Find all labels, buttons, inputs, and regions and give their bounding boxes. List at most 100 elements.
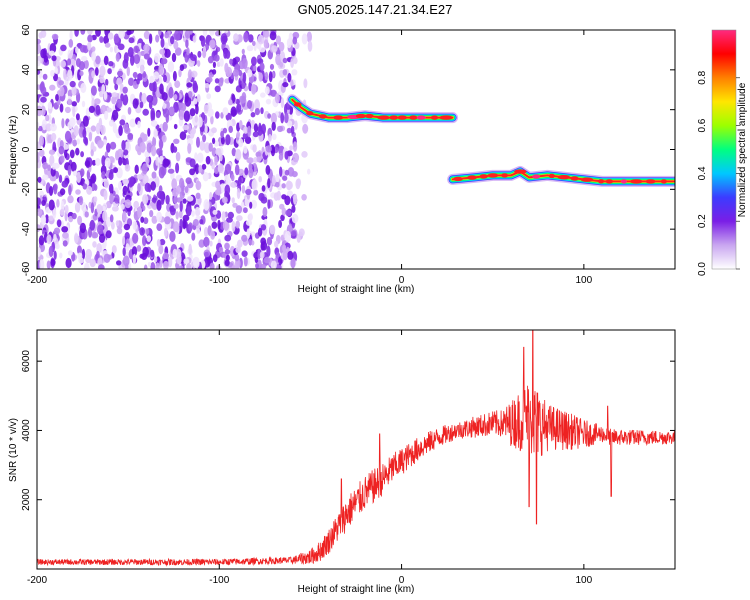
noise-cell <box>68 215 74 223</box>
noise-cell <box>154 53 161 63</box>
noise-cell <box>281 183 286 189</box>
noise-cell <box>212 209 218 215</box>
noise-cell <box>261 185 266 192</box>
noise-cell <box>108 119 115 127</box>
noise-cell <box>133 45 140 53</box>
noise-cell <box>122 178 130 185</box>
noise-cell <box>210 230 216 240</box>
noise-cell <box>37 197 41 206</box>
noise-cell <box>164 216 171 225</box>
noise-cell <box>298 228 305 237</box>
noise-cell <box>142 108 149 116</box>
noise-cell <box>74 202 81 213</box>
noise-cell <box>101 84 106 94</box>
noise-cell <box>39 135 44 147</box>
noise-cell <box>196 94 201 103</box>
noise-cell <box>250 112 256 118</box>
x-tick-label: 0 <box>399 275 405 286</box>
noise-cell <box>152 136 157 147</box>
noise-cell <box>252 144 257 153</box>
noise-cell <box>122 86 128 94</box>
noise-cell <box>116 227 123 235</box>
noise-cell <box>144 182 151 192</box>
noise-cell <box>219 58 224 67</box>
noise-cell <box>204 123 208 135</box>
noise-cell <box>72 170 78 177</box>
noise-cell <box>189 158 196 168</box>
noise-cell <box>172 188 179 197</box>
noise-cell <box>54 67 59 75</box>
noise-cell <box>123 52 129 64</box>
noise-cell <box>208 142 213 152</box>
track-2-peak <box>660 179 668 184</box>
noise-cell <box>76 138 81 145</box>
noise-cell <box>38 32 43 39</box>
noise-cell <box>115 150 120 161</box>
noise-cell <box>186 263 191 269</box>
noise-cell <box>173 196 178 204</box>
noise-cell <box>207 102 213 111</box>
noise-cell <box>142 205 146 211</box>
track-1-peak <box>355 113 367 119</box>
colorbar-frame <box>711 29 737 270</box>
noise-cell <box>107 68 112 75</box>
noise-cell <box>227 211 234 219</box>
noise-cell <box>247 125 252 138</box>
noise-cell <box>103 91 108 101</box>
noise-cell <box>251 83 257 95</box>
noise-cell <box>132 253 137 265</box>
noise-cell <box>98 233 106 243</box>
noise-cell <box>143 30 150 40</box>
noise-cell <box>194 152 198 162</box>
noise-cell <box>171 52 177 63</box>
noise-cell <box>218 77 224 87</box>
noise-cell <box>61 118 65 129</box>
noise-cell <box>162 121 168 132</box>
noise-cell <box>109 168 114 175</box>
noise-cell <box>51 33 59 40</box>
noise-cell <box>195 180 202 191</box>
noise-cell <box>67 250 73 256</box>
noise-cell <box>228 125 233 133</box>
noise-cell <box>235 98 240 105</box>
track-2-peak <box>532 174 540 179</box>
noise-cell <box>82 183 88 190</box>
noise-cell <box>265 98 272 105</box>
noise-cell <box>136 245 142 252</box>
noise-cell <box>85 127 91 133</box>
noise-cell <box>71 101 78 107</box>
noise-cell <box>80 151 84 158</box>
noise-cell <box>229 58 233 65</box>
noise-cell <box>174 80 181 88</box>
noise-cell <box>290 79 294 87</box>
noise-cell <box>83 136 88 144</box>
x-tick-label: 100 <box>576 575 593 586</box>
noise-cell <box>118 125 123 136</box>
noise-cell <box>182 124 190 131</box>
noise-cell <box>37 208 43 216</box>
noise-cell <box>185 177 192 185</box>
noise-cell <box>195 192 201 199</box>
noise-cell <box>243 31 249 43</box>
noise-cell <box>279 61 284 68</box>
noise-cell <box>194 115 198 123</box>
noise-cell <box>224 249 231 255</box>
track-1-peak <box>319 114 327 119</box>
noise-cell <box>90 125 97 132</box>
noise-cell <box>202 172 209 182</box>
noise-cell <box>248 34 254 43</box>
track-2-peak <box>548 173 555 179</box>
noise-cell <box>158 166 165 179</box>
noise-cell <box>58 174 63 183</box>
noise-cell <box>236 215 243 222</box>
noise-cell <box>86 185 93 195</box>
noise-cell <box>97 224 104 235</box>
noise-cell <box>145 228 150 235</box>
noise-cell <box>91 70 95 79</box>
noise-cell <box>197 50 202 58</box>
noise-cell <box>109 214 114 223</box>
noise-cell <box>91 51 96 62</box>
track-2-peak <box>620 179 628 184</box>
noise-cell <box>290 257 296 269</box>
noise-cell <box>179 191 185 199</box>
